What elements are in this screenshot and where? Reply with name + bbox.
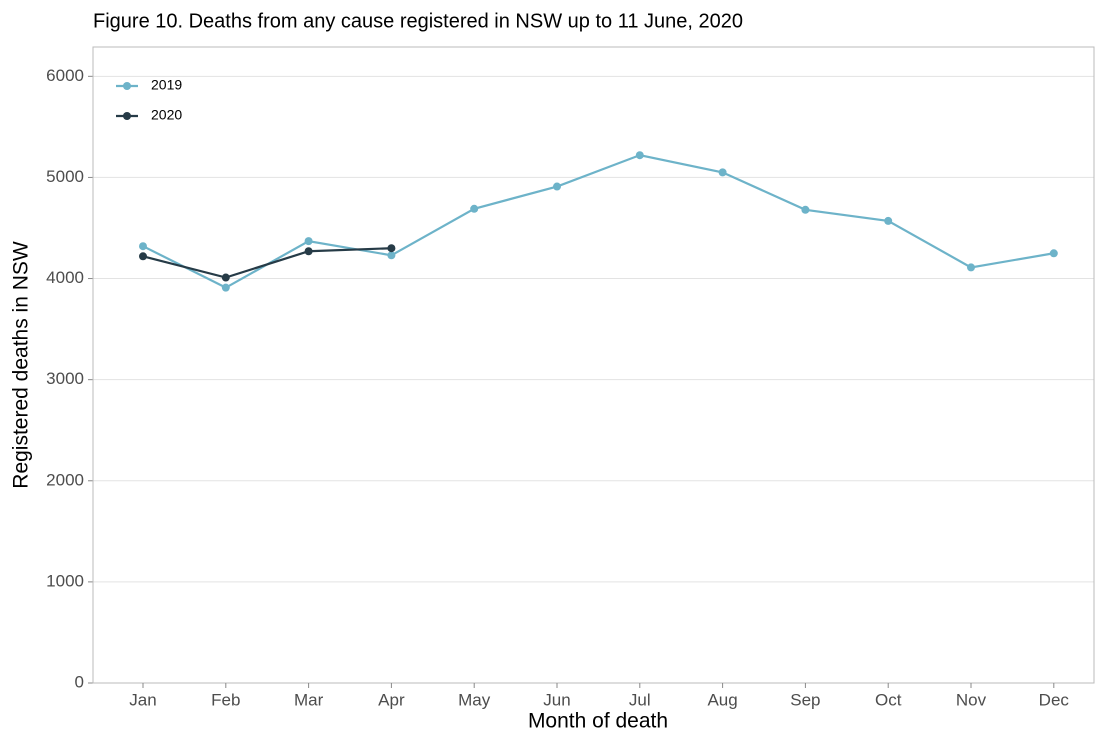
data-point [221,283,230,292]
data-point [801,205,810,214]
x-tick-label: Jul [629,690,651,709]
data-point [470,204,479,213]
data-point [221,273,230,282]
x-tick-label: Jun [543,690,570,709]
x-tick-label: Feb [211,690,240,709]
data-point [553,182,561,191]
data-point [387,251,396,260]
legend-marker [123,112,131,120]
y-tick-label: 5000 [46,167,84,186]
y-tick-label: 0 [75,672,84,691]
y-tick-label: 3000 [46,369,84,388]
data-point [387,244,396,253]
data-point [884,216,893,225]
legend-label: 2019 [151,77,182,93]
y-tick-label: 4000 [46,268,84,287]
x-tick-label: Sep [790,690,820,709]
data-point [967,263,975,272]
series-line [142,247,392,279]
chart-title: Figure 10. Deaths from any cause registe… [93,10,743,32]
data-point [304,237,313,246]
legend-marker [123,82,131,90]
series-line [142,154,1054,289]
legend-label: 2020 [151,107,182,123]
x-tick-label: Aug [707,690,737,709]
data-point [304,247,313,256]
data-point [139,242,147,251]
y-tick-label: 6000 [46,66,84,85]
x-axis-label: Month of death [528,710,668,733]
plot-border [92,46,1095,684]
data-point [1049,249,1058,258]
data-point [139,252,147,261]
x-tick-label: Oct [875,690,902,709]
x-tick-label: May [458,690,491,709]
x-tick-label: Dec [1039,690,1070,709]
y-axis-label: Registered deaths in NSW [10,241,33,489]
x-tick-label: Jan [129,690,156,709]
x-tick-label: Mar [294,690,324,709]
x-tick-label: Nov [956,690,987,709]
y-tick-label: 1000 [46,571,84,590]
y-tick-label: 2000 [46,470,84,489]
data-point [635,151,644,160]
x-tick-label: Apr [378,690,405,709]
data-point [718,168,727,177]
